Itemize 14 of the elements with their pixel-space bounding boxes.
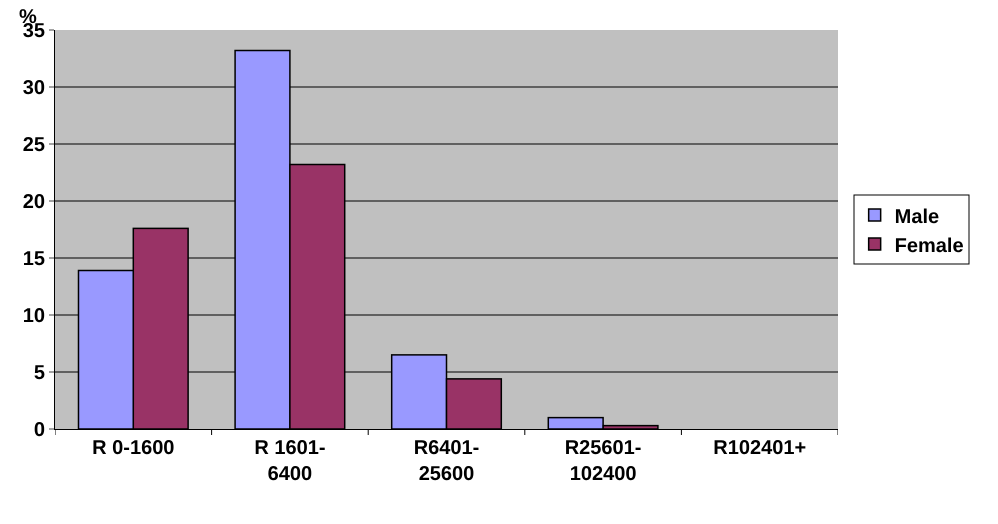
y-tick-label: 10	[22, 305, 45, 327]
y-tick-label: 5	[34, 362, 45, 384]
y-tick-label: 20	[22, 191, 45, 213]
y-tick-label: 25	[22, 134, 45, 156]
legend-label: Female	[894, 234, 964, 257]
x-tick-label: R 1601-6400	[254, 437, 326, 485]
legend-label: Male	[894, 206, 940, 228]
x-tick-label: R25601-102400	[564, 437, 642, 485]
y-tick-label: 0	[34, 419, 45, 441]
x-tick-label: R6401-25600	[414, 437, 480, 485]
x-tick-label: R 0-1600	[92, 437, 174, 459]
y-tick-label: 15	[22, 248, 45, 270]
x-tick-label: R102401+	[713, 437, 806, 459]
y-tick-label: 30	[22, 77, 45, 99]
